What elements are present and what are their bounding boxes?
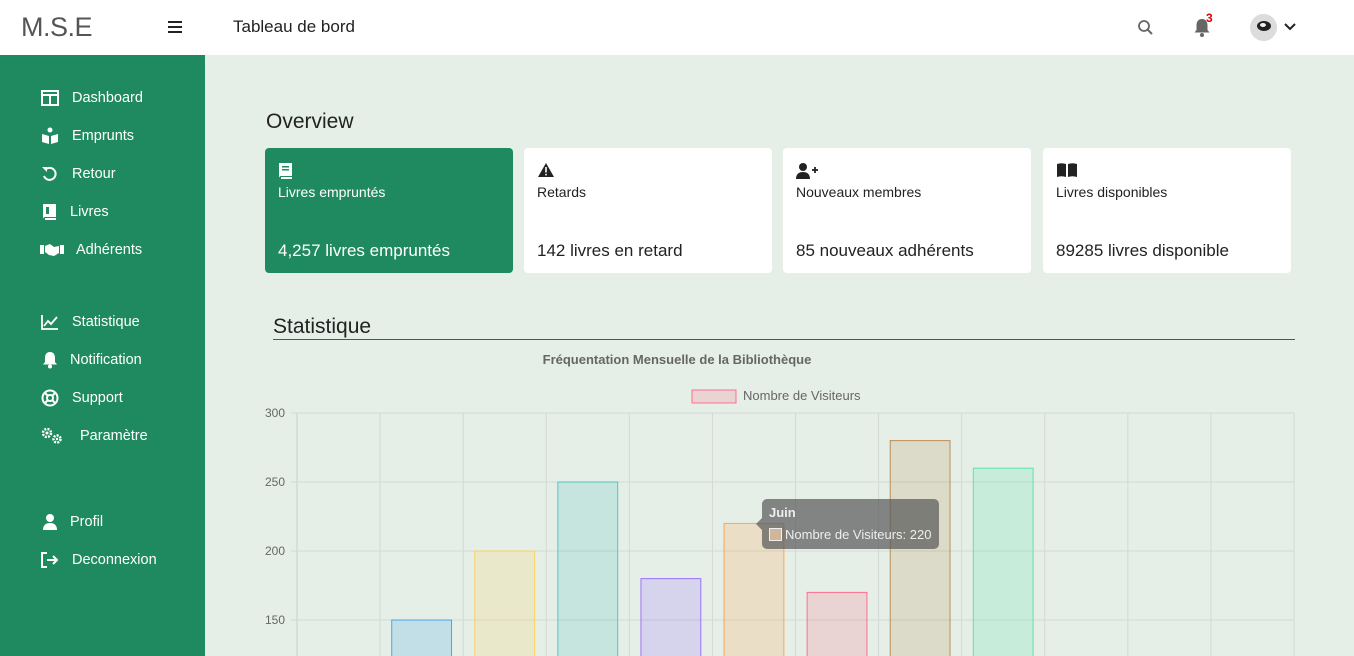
sidebar-item-label: Adhérents (76, 242, 143, 258)
bell-icon (40, 351, 60, 369)
logout-icon (40, 551, 60, 569)
gears-icon (40, 427, 64, 445)
sidebar-item-notification[interactable]: Notification (40, 348, 142, 372)
card-value: 142 livres en retard (537, 241, 683, 260)
chart-grid (291, 412, 1295, 656)
sidebar-item-adherents[interactable]: Adhérents (40, 238, 142, 262)
chart-title: Fréquentation Mensuelle de la Bibliothèq… (543, 352, 812, 367)
card-value: 85 nouveaux adhérents (796, 241, 974, 260)
notification-bell-icon[interactable] (1193, 18, 1211, 43)
book-icon (40, 203, 60, 221)
sidebar-item-statistique[interactable]: Statistique (40, 310, 140, 334)
bar[interactable] (806, 591, 868, 656)
bar[interactable] (972, 467, 1034, 656)
sidebar-item-label: Notification (70, 352, 142, 368)
avatar[interactable] (1250, 14, 1277, 41)
search-icon[interactable] (1137, 19, 1155, 42)
overview-title: Overview (266, 110, 354, 133)
sidebar-item-label: Dashboard (72, 90, 143, 106)
card-label: Nouveaux membres (796, 184, 922, 200)
sidebar-item-livres[interactable]: Livres (40, 200, 109, 224)
sidebar-item-label: Statistique (72, 314, 140, 330)
bar[interactable] (474, 550, 536, 656)
sidebar-item-label: Support (72, 390, 123, 406)
open-book-icon (1056, 162, 1078, 180)
menu-toggle-button[interactable] (166, 18, 186, 38)
sidebar-item-deconnexion[interactable]: Deconnexion (40, 548, 157, 572)
divider (273, 339, 1295, 340)
sidebar-item-label: Emprunts (72, 128, 135, 144)
tooltip-swatch (769, 528, 782, 541)
book-icon (278, 162, 300, 180)
card-livres-empruntes[interactable]: Livres empruntés 4,257 livres empruntés (265, 148, 513, 273)
chart-tooltip: Juin Nombre de Visiteurs: 220 (756, 499, 939, 549)
borrow-icon (40, 127, 60, 145)
dashboard-icon (40, 89, 60, 107)
chart-line-icon (40, 313, 60, 331)
sidebar-item-dashboard[interactable]: Dashboard (40, 86, 143, 110)
user-icon (40, 513, 60, 531)
legend-label[interactable]: Nombre de Visiteurs (743, 388, 861, 403)
y-tick-label: 250 (265, 475, 285, 489)
user-plus-icon (796, 162, 818, 180)
sidebar: Dashboard Emprunts Retour Livres Adhéren… (0, 55, 205, 656)
sidebar-item-label: Profil (70, 514, 104, 530)
card-value: 89285 livres disponible (1056, 241, 1229, 260)
card-retards[interactable]: Retards 142 livres en retard (524, 148, 772, 273)
sidebar-item-retour[interactable]: Retour (40, 162, 116, 186)
card-label: Livres empruntés (278, 184, 386, 200)
bar[interactable] (391, 619, 453, 656)
statistics-title: Statistique (273, 315, 372, 338)
warning-icon (537, 162, 559, 180)
sidebar-item-profil[interactable]: Profil (40, 510, 103, 534)
sidebar-item-parametre[interactable]: Paramètre (40, 424, 148, 448)
card-nouveaux-membres[interactable]: Nouveaux membres 85 nouveaux adhérents (783, 148, 1031, 273)
return-icon (40, 165, 60, 183)
sidebar-item-label: Deconnexion (72, 552, 157, 568)
tooltip-title: Juin (769, 505, 796, 520)
page-title: Tableau de bord (233, 17, 355, 36)
visitor-bar-chart: 150 200 250 300 Fréquentation Mensuelle de … (265, 352, 1295, 656)
chevron-down-icon[interactable] (1283, 20, 1297, 39)
sidebar-item-label: Livres (70, 204, 109, 220)
chart-bars (391, 440, 1034, 656)
card-label: Retards (537, 184, 587, 200)
tooltip-text: Nombre de Visiteurs: 220 (785, 527, 932, 542)
handshake-icon (40, 241, 64, 259)
notification-count-badge: 3 (1206, 11, 1213, 25)
card-livres-disponibles[interactable]: Livres disponibles 89285 livres disponib… (1043, 148, 1291, 273)
sidebar-item-support[interactable]: Support (40, 386, 123, 410)
top-bar: M.S.E Tableau de bord 3 (0, 0, 1354, 55)
tooltip-caret (756, 518, 762, 530)
bar[interactable] (557, 481, 619, 656)
y-tick-label: 150 (265, 613, 285, 627)
card-value: 4,257 livres empruntés (278, 241, 450, 260)
chart-y-axis: 150 200 250 300 (265, 406, 285, 627)
sidebar-item-label: Retour (72, 166, 116, 182)
y-tick-label: 300 (265, 406, 285, 420)
card-label: Livres disponibles (1056, 184, 1168, 200)
sidebar-item-label: Paramètre (80, 428, 148, 444)
sidebar-item-emprunts[interactable]: Emprunts (40, 124, 134, 148)
legend-swatch[interactable] (691, 389, 737, 404)
app-logo[interactable]: M.S.E (21, 12, 93, 42)
y-tick-label: 200 (265, 544, 285, 558)
lifebuoy-icon (40, 389, 60, 407)
bar[interactable] (640, 578, 702, 656)
